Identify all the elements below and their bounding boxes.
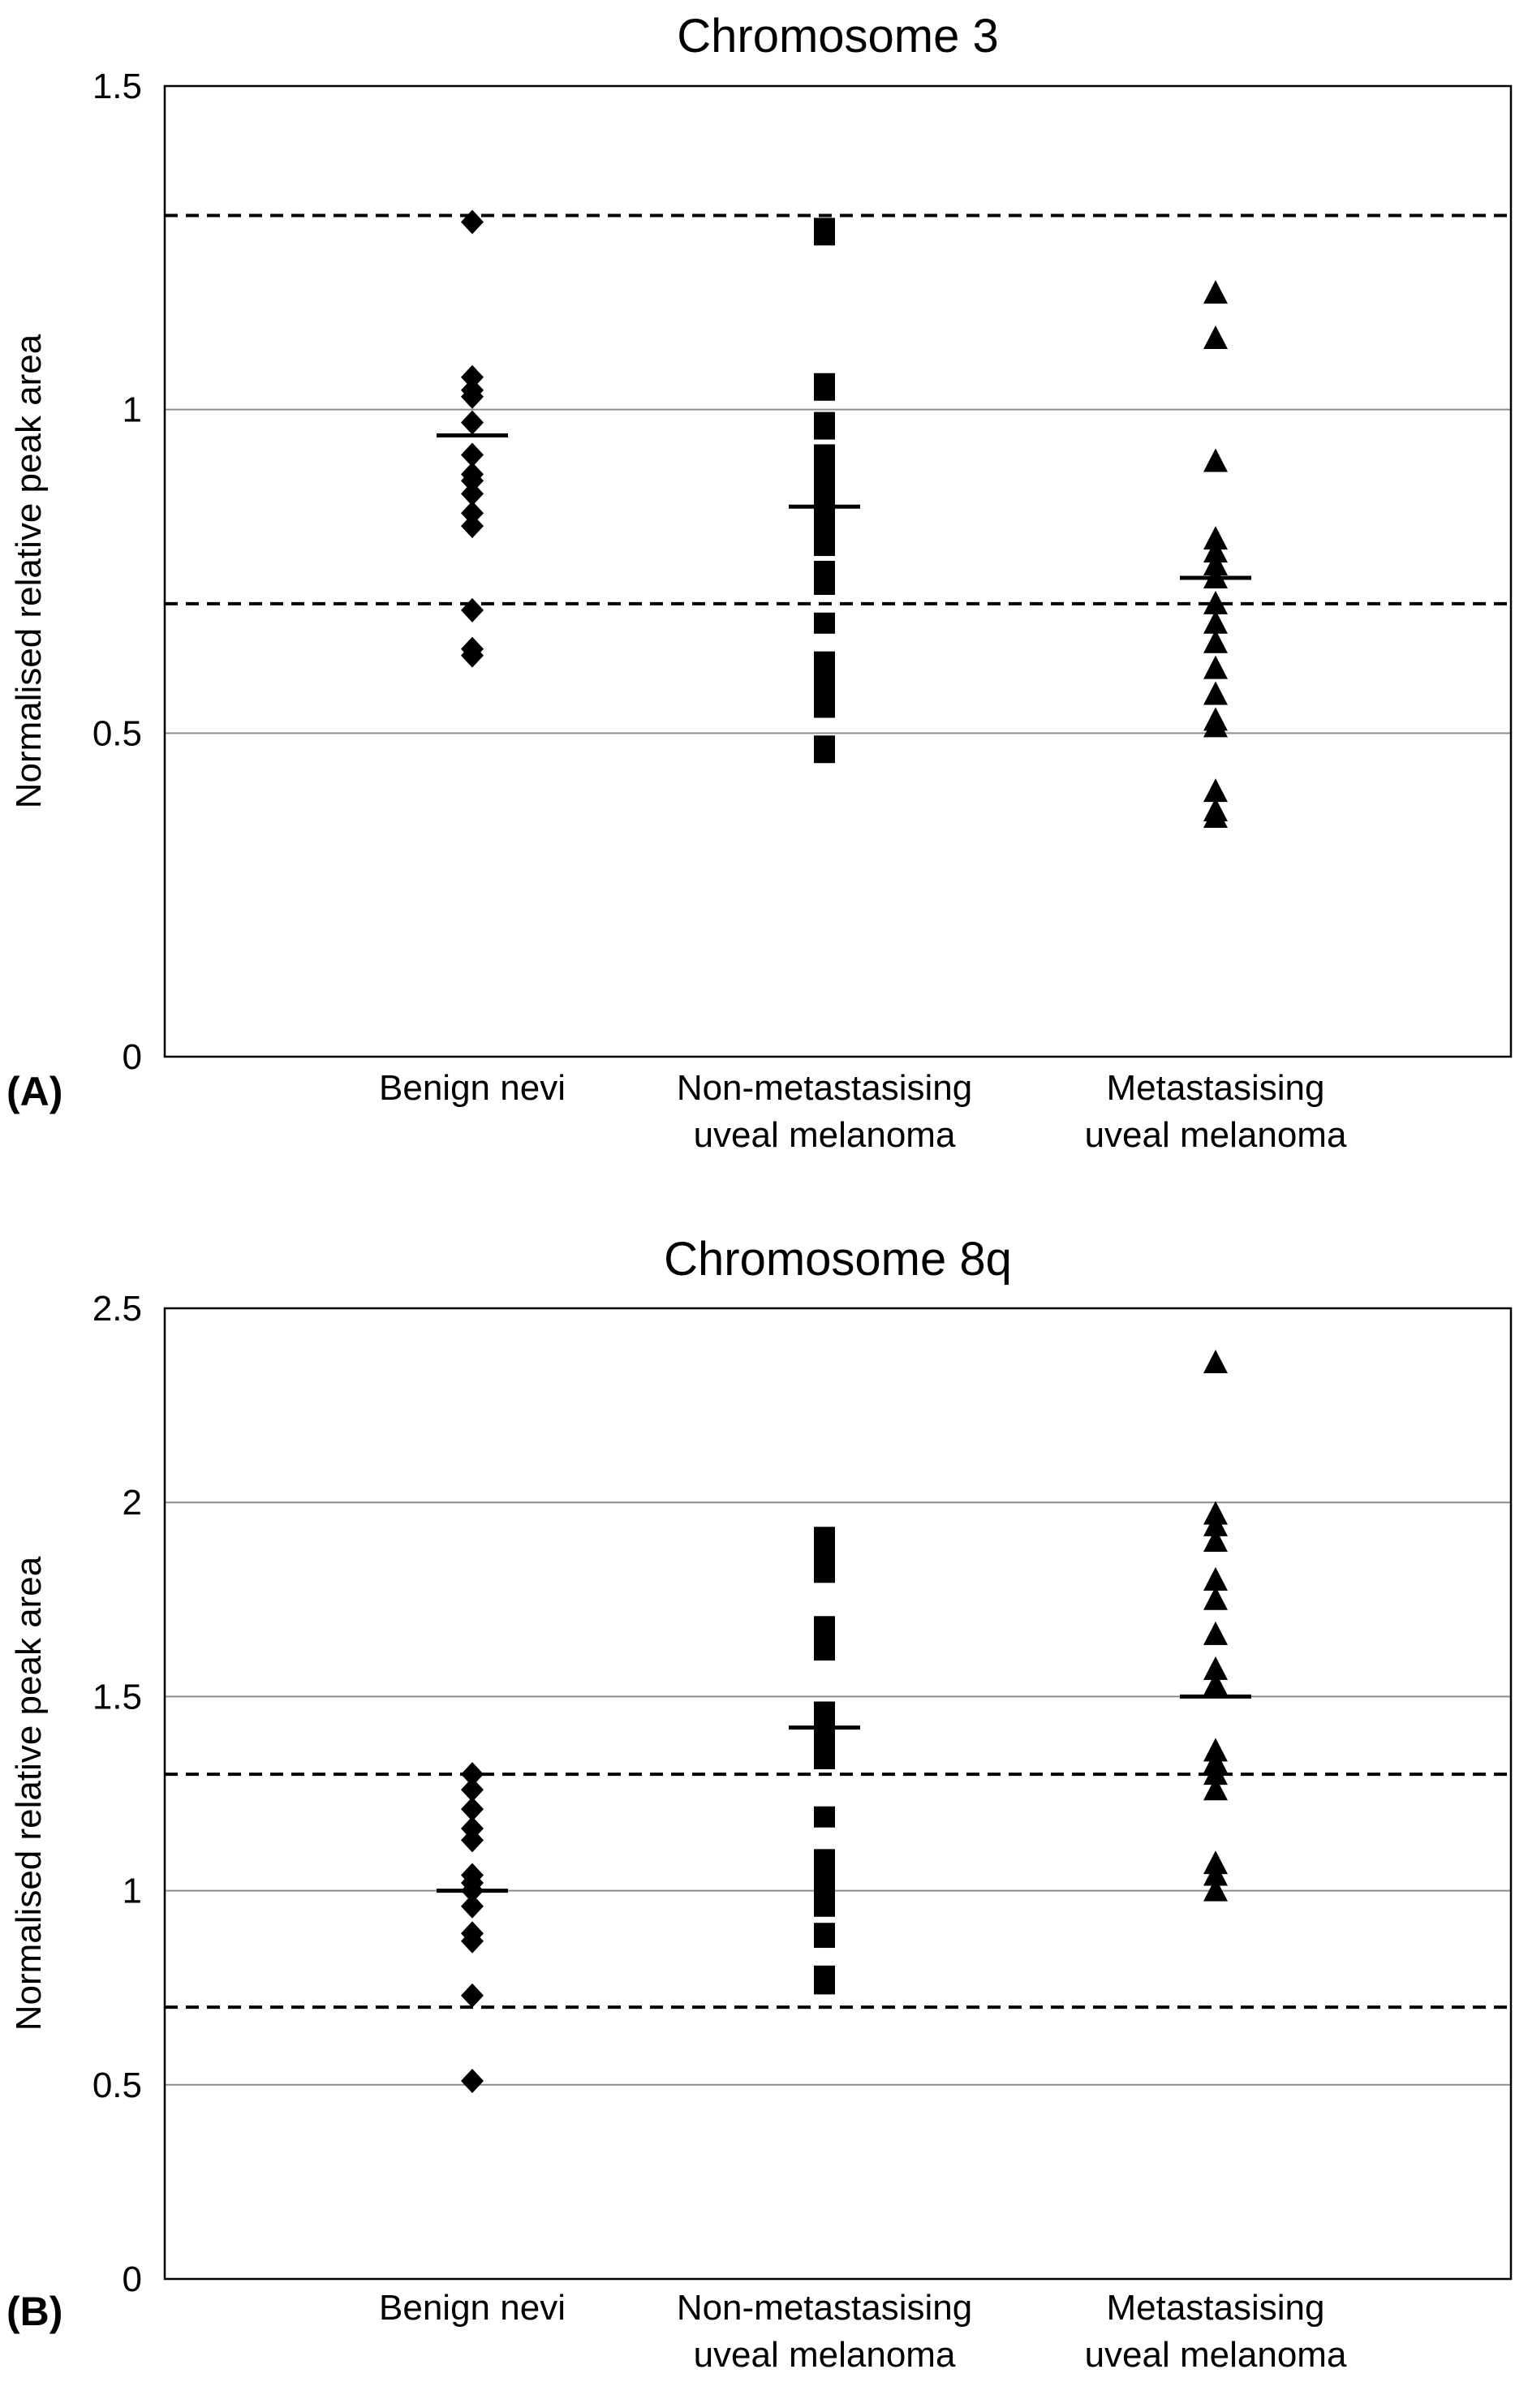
data-point-diamond <box>461 514 484 539</box>
data-point-diamond <box>461 384 484 409</box>
data-point-square <box>814 1927 835 1949</box>
data-point-square <box>814 742 835 764</box>
data-point-triangle <box>1203 1586 1228 1610</box>
data-point-triangle <box>1203 1777 1228 1801</box>
data-point-triangle <box>1203 610 1228 634</box>
data-point-triangle <box>1203 1862 1228 1886</box>
data-point-triangle <box>1203 713 1228 738</box>
data-point-diamond <box>461 468 484 493</box>
chart-title: Chromosome 8q <box>664 1233 1012 1286</box>
category-label: uveal melanoma <box>1085 1115 1347 1155</box>
y-tick-label: 1 <box>123 1872 142 1911</box>
data-point-triangle <box>1203 1566 1228 1591</box>
data-point-triangle <box>1203 552 1228 576</box>
y-tick-label: 2 <box>123 1483 142 1523</box>
category-label: uveal melanoma <box>1085 2335 1347 2375</box>
data-point-triangle <box>1203 539 1228 563</box>
data-point-diamond <box>461 481 484 506</box>
data-point-diamond <box>461 597 484 622</box>
plot-area <box>163 1307 1513 2281</box>
data-point-square <box>814 1895 835 1917</box>
y-tick-label: 0 <box>123 1037 142 1077</box>
data-point-square <box>814 1806 835 1828</box>
chart-panel-b: Chromosome 8q 0 0.5 1 1.5 2 2.5 Normalised rela… <box>6 1233 1513 2375</box>
y-tick-label: 0.5 <box>93 713 142 753</box>
data-point-diamond <box>461 209 484 235</box>
data-point-diamond <box>461 1928 484 1954</box>
category-label: Benign nevi <box>379 1068 566 1108</box>
data-point-diamond <box>461 1893 484 1919</box>
data-point-diamond <box>461 1797 484 1822</box>
data-point-triangle <box>1203 1761 1228 1786</box>
category-label: Benign nevi <box>379 2288 566 2328</box>
data-point-triangle <box>1203 280 1228 304</box>
data-point-diamond <box>461 364 484 390</box>
data-point-triangle <box>1203 655 1228 679</box>
data-point-diamond <box>461 2069 484 2094</box>
data-point-triangle <box>1203 681 1228 705</box>
data-point-diamond <box>461 643 484 668</box>
category-label: uveal melanoma <box>694 1115 956 1155</box>
y-tick-label: 1.5 <box>93 67 142 106</box>
data-point-triangle <box>1203 325 1228 349</box>
data-point-triangle <box>1203 1621 1228 1645</box>
y-tick-label: 1.5 <box>93 1677 142 1717</box>
data-point-square <box>814 573 835 595</box>
chart-title: Chromosome 3 <box>677 10 998 62</box>
data-point-square <box>814 1747 835 1769</box>
y-tick-label: 2.5 <box>93 1289 142 1329</box>
data-point-triangle <box>1203 1877 1228 1902</box>
data-point-triangle <box>1203 629 1228 653</box>
category-label: Metastasising <box>1106 2288 1324 2328</box>
data-point-square <box>814 1531 835 1553</box>
plot-area <box>163 84 1513 1058</box>
data-point-square <box>814 612 835 634</box>
data-point-triangle <box>1203 590 1228 614</box>
data-point-diamond <box>461 1777 484 1803</box>
data-point-square <box>814 224 835 246</box>
data-point-square <box>814 418 835 440</box>
data-point-triangle <box>1203 1672 1228 1696</box>
panel-label: (A) <box>6 1069 62 1114</box>
data-point-square <box>814 1639 835 1661</box>
data-point-triangle <box>1203 803 1228 828</box>
data-point-diamond <box>461 410 484 435</box>
y-axis-label: Normalised relative peak area <box>9 334 49 808</box>
data-point-square <box>814 1562 835 1583</box>
data-point-triangle <box>1203 526 1228 550</box>
data-point-square <box>814 1973 835 1995</box>
data-point-diamond <box>461 1983 484 2008</box>
y-tick-label: 1 <box>123 390 142 430</box>
data-point-diamond <box>461 501 484 526</box>
data-point-square <box>814 535 835 557</box>
category-label: Metastasising <box>1106 1068 1324 1108</box>
data-point-diamond <box>461 442 484 467</box>
data-point-diamond <box>461 1762 484 1787</box>
data-point-triangle <box>1203 778 1228 803</box>
data-point-triangle <box>1203 1656 1228 1680</box>
data-point-square <box>814 670 835 692</box>
data-point-square <box>814 696 835 718</box>
data-point-square <box>814 379 835 401</box>
category-label: Non-metastasising <box>677 1068 972 1108</box>
data-point-diamond <box>461 1828 484 1853</box>
data-point-triangle <box>1203 448 1228 472</box>
data-point-triangle <box>1203 1349 1228 1373</box>
chart-panel-a: Chromosome 3 0 0.5 1 1.5 Normalised relative … <box>6 10 1513 1155</box>
panel-label: (B) <box>6 2289 62 2334</box>
data-point-triangle <box>1203 1512 1228 1536</box>
category-label: Non-metastasising <box>677 2288 972 2328</box>
y-tick-label: 0 <box>123 2259 142 2299</box>
y-axis-label: Normalised relative peak area <box>9 1556 49 2031</box>
y-tick-label: 0.5 <box>93 2066 142 2105</box>
data-point-square <box>814 1868 835 1890</box>
data-point-triangle <box>1203 1528 1228 1553</box>
category-label: uveal melanoma <box>694 2335 956 2375</box>
